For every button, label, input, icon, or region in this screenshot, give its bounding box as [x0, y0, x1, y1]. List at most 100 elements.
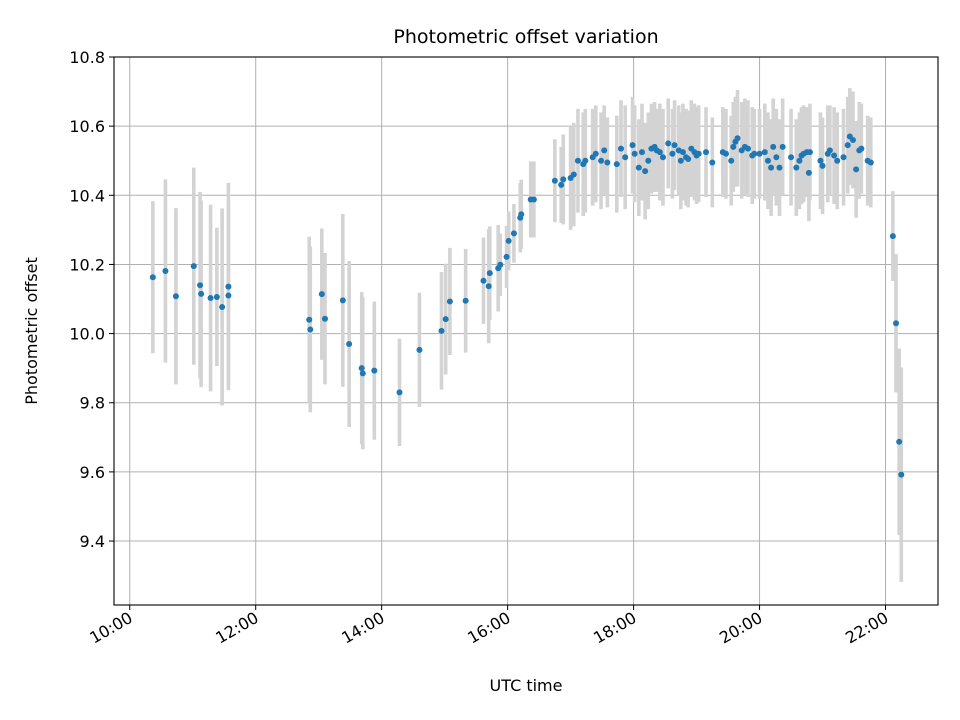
data-point [659, 154, 666, 161]
data-point [446, 298, 453, 305]
data-point [505, 237, 512, 244]
data-point [530, 196, 537, 203]
y-tick-label: 9.4 [80, 532, 105, 551]
data-point [551, 177, 558, 184]
data-point [768, 164, 775, 171]
x-tick-label: 16:00 [464, 608, 513, 648]
data-point [677, 157, 684, 164]
data-point [629, 142, 636, 149]
data-point [197, 282, 204, 289]
data-point [416, 346, 423, 353]
data-point [734, 135, 741, 142]
data-point [730, 143, 737, 150]
data-point [438, 327, 445, 334]
data-point [889, 233, 896, 240]
data-point [371, 367, 378, 374]
data-point [679, 149, 686, 156]
data-point [570, 171, 577, 178]
x-tick-label: 20:00 [716, 608, 765, 648]
data-point [339, 297, 346, 304]
data-point [642, 168, 649, 175]
data-point [776, 164, 783, 171]
y-tick-label: 10.6 [69, 117, 105, 136]
data-point [172, 293, 179, 300]
data-point [844, 142, 851, 149]
data-point [770, 143, 777, 150]
data-point [896, 438, 903, 445]
data-point [745, 145, 752, 152]
data-point [645, 157, 652, 164]
data-point [805, 169, 812, 176]
data-point [703, 149, 710, 156]
data-point [761, 149, 768, 156]
data-point [898, 471, 905, 478]
data-point [617, 145, 624, 152]
x-tick-label: 14:00 [338, 608, 387, 648]
data-point [665, 140, 672, 147]
data-point [604, 159, 611, 166]
data-point [198, 290, 205, 297]
data-point [321, 315, 328, 322]
data-point [358, 365, 365, 372]
data-point [485, 283, 492, 290]
data-point [656, 149, 663, 156]
data-point [560, 176, 567, 183]
data-point [213, 293, 220, 300]
data-point [751, 150, 758, 157]
data-point [518, 211, 525, 218]
error-bars [151, 88, 904, 582]
x-tick-label: 18:00 [590, 608, 639, 648]
data-point [728, 157, 735, 164]
data-point [788, 154, 795, 161]
data-point [631, 150, 638, 157]
data-point [592, 150, 599, 157]
data-point [773, 154, 780, 161]
data-point [225, 283, 232, 290]
data-point [318, 291, 325, 298]
data-point [486, 270, 493, 277]
x-axis-title: UTC time [490, 676, 563, 695]
data-point [207, 294, 214, 301]
data-point [582, 157, 589, 164]
data-point [462, 297, 469, 304]
data-point [756, 150, 763, 157]
data-point [574, 157, 581, 164]
data-point [190, 263, 197, 270]
data-point [819, 162, 826, 169]
data-point [162, 268, 169, 275]
data-point [219, 303, 226, 310]
data-point [442, 316, 449, 323]
y-tick-label: 10.0 [69, 325, 105, 344]
x-tick-label: 22:00 [842, 608, 891, 648]
data-point [834, 157, 841, 164]
data-point [480, 277, 487, 284]
plot-frame [113, 56, 939, 606]
y-tick-label: 10.2 [69, 255, 105, 274]
data-point [635, 164, 642, 171]
chart-title: Photometric offset variation [393, 26, 658, 48]
y-tick-label: 9.6 [80, 463, 105, 482]
data-point [346, 340, 353, 347]
data-point [598, 157, 605, 164]
data-point [796, 157, 803, 164]
data-point [510, 230, 517, 237]
data-point [225, 292, 232, 299]
x-tick-label: 10:00 [86, 608, 135, 648]
data-point [840, 154, 847, 161]
data-point [806, 149, 813, 156]
data-point [853, 166, 860, 173]
data-point [779, 143, 786, 150]
y-tick-label: 10.8 [69, 48, 105, 67]
data-point [359, 370, 366, 377]
data-point [669, 150, 676, 157]
data-point [817, 157, 824, 164]
data-point [601, 147, 608, 154]
data-point [695, 150, 702, 157]
data-point [396, 389, 403, 396]
data-point [307, 326, 314, 333]
data-point [831, 152, 838, 159]
data-point [867, 159, 874, 166]
y-tick-label: 10.4 [69, 186, 105, 205]
data-point [638, 149, 645, 156]
